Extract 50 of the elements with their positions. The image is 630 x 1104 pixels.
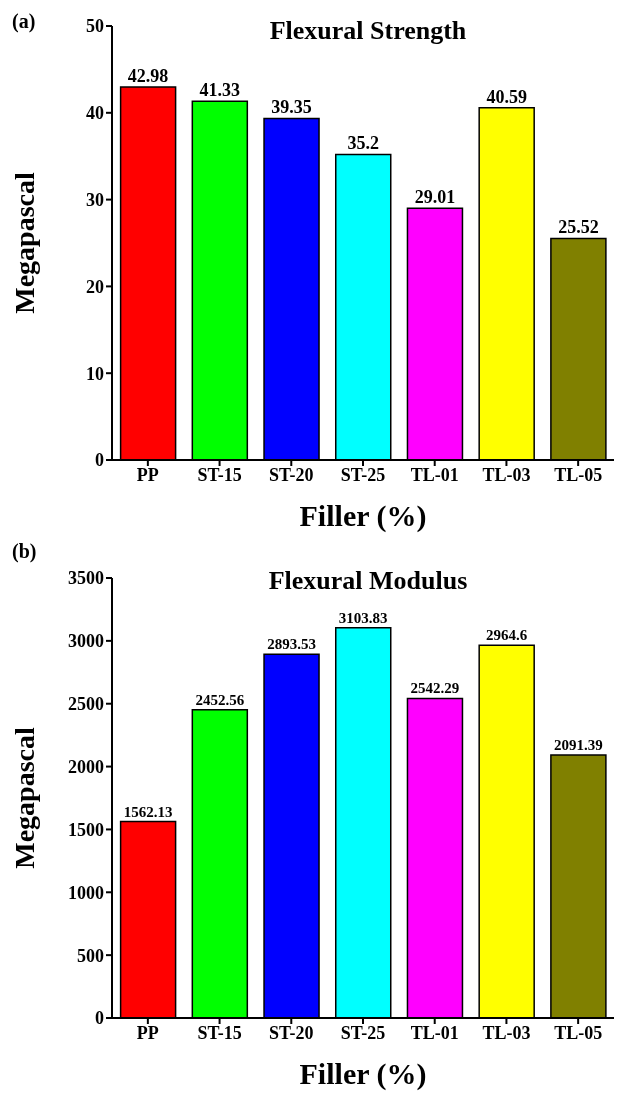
data-label: 39.35 — [271, 97, 312, 118]
data-label: 41.33 — [199, 80, 241, 101]
x-tick-label: TL-01 — [410, 1022, 459, 1043]
x-tick-label: ST-25 — [340, 464, 386, 485]
y-tick-label: 0 — [95, 1008, 104, 1029]
data-label: 2091.39 — [554, 737, 603, 754]
data-label: 2893.53 — [267, 636, 316, 653]
data-label: 29.01 — [414, 187, 456, 208]
text: (b) — [12, 540, 37, 563]
y-axis-title: Megapascal — [8, 172, 40, 314]
x-tick-label: TL-05 — [554, 464, 603, 485]
x-tick-label: TL-01 — [410, 464, 459, 485]
x-tick-label: PP — [136, 1022, 159, 1043]
data-label: 3103.83 — [338, 609, 388, 626]
x-tick-label: ST-15 — [197, 1022, 242, 1043]
x-tick-label: ST-20 — [269, 464, 314, 485]
x-tick-label: TL-03 — [482, 464, 531, 485]
x-axis-title: Filler (%) — [299, 499, 427, 533]
x-tick-label: ST-20 — [269, 1022, 314, 1043]
chart-title: Flexural Modulus — [267, 566, 469, 596]
y-tick-label: 40 — [86, 103, 104, 124]
data-label: 25.52 — [558, 217, 599, 238]
data-label: 42.98 — [127, 65, 169, 86]
y-tick-label: 2500 — [68, 694, 104, 715]
y-tick-label: 1500 — [68, 819, 104, 840]
x-tick-label: PP — [136, 464, 159, 485]
x-axis-title: Filler (%) — [299, 1057, 427, 1091]
y-tick-label: 2000 — [68, 756, 104, 777]
y-axis-title: Megapascal — [8, 727, 40, 869]
data-label: 1562.13 — [123, 803, 173, 820]
y-tick-label: 30 — [86, 189, 104, 210]
data-label: 2542.29 — [410, 680, 460, 697]
x-tick-label: ST-25 — [340, 1022, 386, 1043]
y-tick-label: 50 — [86, 16, 104, 37]
x-tick-label: TL-03 — [482, 1022, 531, 1043]
y-tick-label: 3000 — [68, 631, 104, 652]
chart-title: Flexural Strength — [268, 16, 468, 46]
text: (a) — [12, 10, 36, 33]
data-label: 2452.56 — [195, 691, 245, 708]
y-tick-label: 0 — [95, 450, 104, 471]
x-tick-label: ST-15 — [197, 464, 242, 485]
y-tick-label: 500 — [77, 945, 104, 966]
data-label: 40.59 — [486, 86, 527, 107]
x-tick-label: TL-05 — [554, 1022, 603, 1043]
y-tick-label: 20 — [86, 276, 104, 297]
y-tick-label: 1000 — [68, 882, 104, 903]
y-tick-label: 3500 — [68, 568, 104, 589]
data-label: 2964.6 — [486, 627, 528, 644]
data-label: 35.2 — [347, 133, 379, 154]
y-tick-label: 10 — [86, 363, 104, 384]
